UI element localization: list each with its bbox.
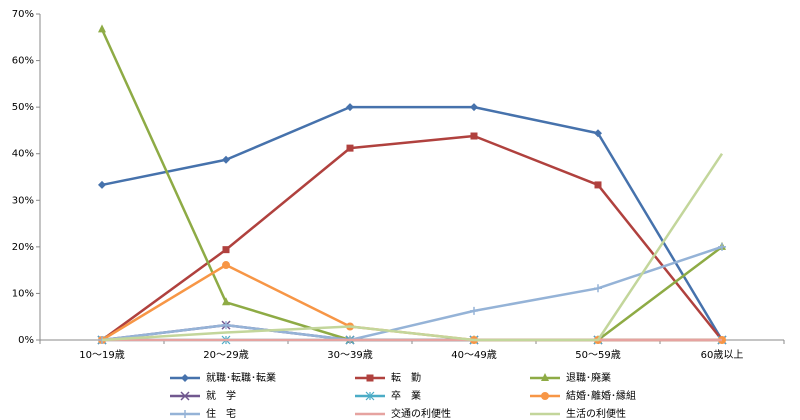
y-tick-label: 10%	[12, 288, 34, 299]
legend-marker	[365, 391, 375, 401]
y-tick-label: 50%	[12, 102, 34, 113]
x-tick-label: 10～19歳	[79, 349, 124, 361]
marker	[222, 297, 230, 306]
x-tick-label: 40～49歳	[451, 349, 496, 361]
marker	[594, 129, 602, 138]
legend-label: 生活の利便性	[566, 407, 626, 420]
legend-item: 結婚･離婚･縁組	[530, 389, 636, 402]
marker	[718, 242, 726, 251]
line	[101, 134, 723, 342]
y-tick-label: 0%	[18, 335, 34, 346]
x-tick-label: 20～29歳	[203, 349, 248, 361]
series	[101, 153, 724, 342]
y-tick-label: 30%	[12, 195, 34, 206]
series	[98, 132, 726, 344]
marker	[470, 103, 478, 112]
x-tick-label: 50～59歳	[575, 349, 620, 361]
legend-item: 卒 業	[355, 389, 421, 402]
series	[98, 242, 726, 344]
legend-item: 就 学	[170, 389, 236, 402]
marker	[346, 144, 354, 152]
legend-marker	[366, 374, 374, 382]
legend-item: 退職･廃業	[530, 371, 611, 384]
y-tick-label: 70%	[12, 9, 34, 20]
marker	[470, 132, 478, 140]
legend-marker	[541, 373, 549, 381]
legend-marker	[541, 392, 549, 400]
marker	[346, 103, 354, 112]
line	[101, 245, 723, 342]
line	[101, 105, 724, 341]
legend-label: 就職･転職･転業	[206, 371, 276, 384]
legend-label: 結婚･離婚･縁組	[566, 389, 636, 402]
legend-label: 転 勤	[391, 371, 421, 384]
series	[98, 24, 726, 343]
marker	[470, 306, 478, 315]
legend-item: 生活の利便性	[530, 407, 626, 420]
marker	[594, 284, 602, 293]
marker	[222, 246, 230, 254]
legend-label: 就 学	[206, 389, 236, 402]
marker	[98, 180, 106, 189]
marker	[594, 181, 602, 189]
legend-label: 卒 業	[391, 389, 421, 402]
marker	[222, 155, 230, 164]
legend-item: 住 宅	[170, 407, 236, 420]
marker	[222, 321, 230, 330]
legend-item: 交通の利便性	[355, 407, 451, 420]
x-tick-label: 30～39歳	[327, 349, 372, 361]
series	[98, 103, 726, 344]
legend-label: 住 宅	[206, 407, 236, 420]
y-tick-label: 20%	[12, 242, 34, 253]
x-tick-label: 60歳以上	[701, 349, 744, 361]
y-tick-label: 40%	[12, 149, 34, 160]
marker	[98, 24, 106, 33]
legend-item: 転 勤	[355, 371, 421, 384]
legend-marker	[181, 410, 189, 418]
legend-item: 就職･転職･転業	[170, 371, 276, 384]
line	[101, 153, 724, 342]
legend-marker	[181, 374, 189, 382]
marker	[222, 261, 230, 270]
legend-label: 退職･廃業	[566, 371, 611, 384]
legend-marker	[180, 391, 190, 401]
y-tick-label: 60%	[12, 56, 34, 67]
legend-label: 交通の利便性	[391, 407, 451, 420]
